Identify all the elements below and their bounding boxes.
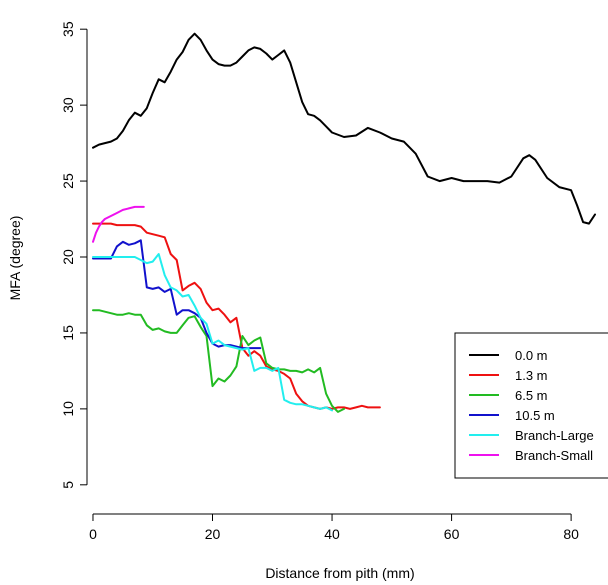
legend-label-3: 6.5 m — [515, 388, 548, 403]
y-tick-label: 25 — [60, 173, 76, 189]
y-tick-label: 20 — [60, 249, 76, 265]
x-tick-label: 60 — [444, 526, 460, 542]
legend-label-2: 1.3 m — [515, 368, 548, 383]
y-tick-label: 5 — [60, 481, 76, 489]
x-tick-label: 0 — [89, 526, 97, 542]
legend-label-4: 10.5 m — [515, 408, 555, 423]
y-tick-label: 35 — [60, 21, 76, 37]
x-tick-label: 80 — [563, 526, 579, 542]
series-line-6 — [92, 205, 145, 243]
plot-lines — [92, 32, 596, 413]
x-tick-label: 20 — [205, 526, 221, 542]
y-tick-label: 10 — [60, 401, 76, 417]
y-tick-label: 30 — [60, 97, 76, 113]
series-line-4 — [92, 239, 262, 350]
series-line-1 — [92, 32, 596, 225]
series-line-5 — [92, 253, 333, 412]
x-axis: 0 20 40 60 80 — [89, 513, 579, 542]
x-tick-label: 40 — [324, 526, 340, 542]
y-axis: 5 10 15 20 25 30 35 — [60, 21, 88, 489]
legend-box — [454, 332, 608, 479]
y-axis-label: MFA (degree) — [7, 216, 23, 301]
legend-label-1: 0.0 m — [515, 348, 548, 363]
legend-label-6: Branch-Small — [515, 448, 593, 463]
legend-label-5: Branch-Large — [515, 428, 594, 443]
series-line-2 — [92, 222, 381, 410]
legend: 0.0 m 1.3 m 6.5 m 10.5 m Branch-Large Branch-… — [454, 332, 608, 479]
series-line-3 — [92, 309, 345, 413]
x-axis-label: Distance from pith (mm) — [265, 565, 414, 581]
y-tick-label: 15 — [60, 325, 76, 341]
